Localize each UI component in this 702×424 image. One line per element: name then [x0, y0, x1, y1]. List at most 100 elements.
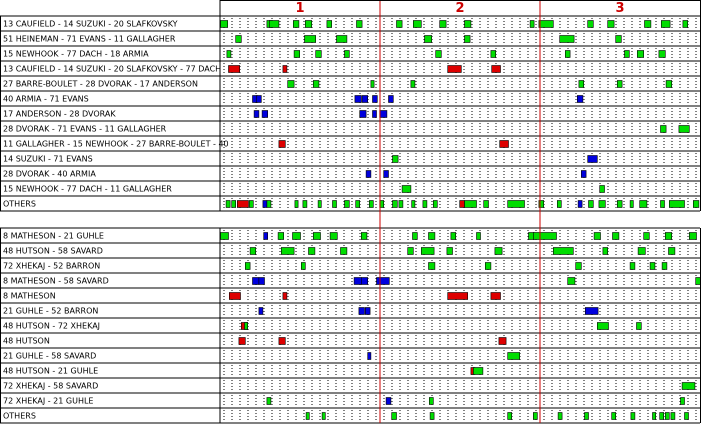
- row: 21 GUHLE - 58 SAVARD: [0, 347, 700, 361]
- period-dividers: [219, 0, 701, 423]
- shift-bar: [282, 292, 288, 300]
- shift-bar: [238, 337, 246, 345]
- shift-bar: [464, 35, 471, 43]
- panel-2: 8 MATHESON - 21 GUHLE 48 HUTSON - 58 SAVA…: [0, 227, 701, 424]
- shift-bar: [578, 80, 585, 88]
- row: 14 SUZUKI - 71 EVANS: [0, 150, 700, 164]
- row-label: 72 XHEKAJ - 52 BARRON: [3, 262, 100, 271]
- row-label: 21 GUHLE - 58 SAVARD: [3, 352, 96, 361]
- shift-bar: [354, 95, 362, 103]
- shift-bar: [476, 232, 481, 240]
- row: 72 XHEKAJ - 21 GUHLE: [0, 392, 700, 406]
- shift-bar: [564, 50, 571, 58]
- row: 17 ANDERSON - 28 DVORAK: [0, 105, 700, 119]
- shift-bar: [428, 232, 436, 240]
- shift-bar: [584, 307, 599, 315]
- shift-bar: [538, 200, 545, 208]
- shift-bar: [226, 50, 232, 58]
- shift-bar: [637, 247, 646, 255]
- row-label: 48 HUTSON: [3, 337, 50, 346]
- shift-bar: [315, 50, 322, 58]
- shift-bar: [277, 232, 285, 240]
- shift-bar: [258, 307, 264, 315]
- shift-bar: [507, 412, 513, 420]
- shift-bar: [360, 232, 368, 240]
- shift-bar: [659, 412, 665, 420]
- shift-bar: [629, 262, 636, 270]
- row: 8 MATHESON - 58 SAVARD: [0, 272, 701, 286]
- row-label: 40 ARMIA - 71 EVANS: [3, 95, 89, 104]
- shift-bar: [300, 262, 306, 270]
- shift-bar: [575, 262, 582, 270]
- shift-bar: [577, 200, 583, 208]
- shift-bar: [692, 200, 700, 208]
- shift-bar: [556, 200, 562, 208]
- shift-bar: [237, 200, 249, 208]
- shift-bar: [450, 232, 456, 240]
- shift-bar: [220, 232, 229, 240]
- shift-bar: [379, 110, 388, 118]
- row: 15 NEWHOOK - 77 DACH - 18 ARMIA: [0, 45, 700, 59]
- shift-bar: [602, 247, 609, 255]
- shift-bar: [268, 20, 280, 28]
- shift-bar: [388, 95, 394, 103]
- shift-bar: [410, 80, 416, 88]
- shift-bar: [332, 200, 337, 208]
- shift-bar: [420, 247, 435, 255]
- shift-bar: [639, 200, 648, 208]
- shift-bar: [567, 277, 576, 285]
- shift-bar: [344, 50, 350, 58]
- row: OTHERS: [0, 195, 700, 209]
- shift-bar: [624, 50, 630, 58]
- shift-bar: [429, 412, 435, 420]
- shift-bar: [499, 140, 509, 148]
- shift-bar: [432, 200, 438, 208]
- shift-bar: [678, 125, 690, 133]
- row: 27 BARRE-BOULET - 28 DVORAK - 17 ANDERSO…: [0, 75, 700, 89]
- shift-bar: [364, 307, 371, 315]
- shift-bar: [383, 170, 389, 178]
- shift-bar: [385, 397, 392, 405]
- row-label: 15 NEWHOOK - 77 DACH - 11 GALLAGHER: [3, 185, 172, 194]
- shift-bar: [464, 20, 472, 28]
- shift-bar: [616, 200, 623, 208]
- period-labels: 1 2 3: [295, 1, 624, 16]
- row-label: OTHERS: [3, 200, 36, 209]
- shift-bar: [263, 232, 269, 240]
- row: 11 GALLAGHER - 15 NEWHOOK - 27 BARRE-BOU…: [0, 135, 700, 149]
- shift-bar: [294, 200, 299, 208]
- shift-bar: [235, 35, 242, 43]
- shift-bar: [321, 412, 326, 420]
- shift-bar: [660, 20, 671, 28]
- shift-bar: [308, 247, 316, 255]
- shift-bar: [593, 232, 601, 240]
- row: 8 MATHESON: [0, 287, 700, 301]
- shift-bar: [372, 110, 377, 118]
- shift-bar: [507, 200, 525, 208]
- shift-bar: [292, 232, 301, 240]
- shift-bar: [668, 247, 676, 255]
- shift-bar: [278, 337, 286, 345]
- shift-bar: [368, 200, 374, 208]
- row: 21 GUHLE - 52 BARRON: [0, 302, 700, 316]
- shift-bar: [304, 20, 312, 28]
- shift-bar: [424, 35, 432, 43]
- period-label: 1: [295, 1, 304, 16]
- shift-bar: [532, 412, 538, 420]
- shift-bar: [231, 200, 236, 208]
- shift-bar: [494, 247, 503, 255]
- shift-bar: [280, 247, 295, 255]
- shift-bar: [228, 65, 240, 73]
- shift-bar: [529, 20, 535, 28]
- shift-bar: [336, 35, 348, 43]
- shift-bar: [661, 262, 668, 270]
- row-label: 51 HEINEMAN - 71 EVANS - 11 GALLAGHER: [3, 35, 176, 44]
- shift-bar: [302, 200, 308, 208]
- shift-bar: [266, 397, 272, 405]
- row-label: 8 MATHESON - 21 GUHLE: [3, 232, 104, 241]
- shift-bar: [446, 247, 453, 255]
- shift-bar: [256, 95, 262, 103]
- period-label: 3: [615, 1, 624, 16]
- shift-bar: [304, 35, 316, 43]
- shift-bar: [293, 50, 301, 58]
